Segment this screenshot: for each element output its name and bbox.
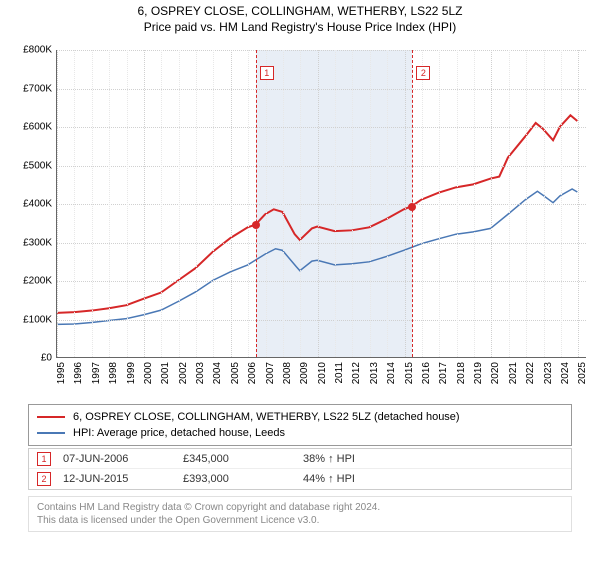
gridline [544,50,545,357]
gridline [92,50,93,357]
gridline [318,50,319,357]
gridline [57,50,586,51]
gridline [57,50,58,357]
gridline [439,50,440,357]
gridline [561,50,562,357]
y-axis-label: £400K [10,199,52,210]
legend-label: HPI: Average price, detached house, Leed… [73,427,285,439]
gridline [266,50,267,357]
gridline [509,50,510,357]
legend-swatch [37,432,65,434]
x-axis-label: 2025 [577,362,600,384]
y-axis-label: £500K [10,160,52,171]
y-axis-label: £700K [10,83,52,94]
cell-date: 07-JUN-2006 [63,453,183,465]
legend-label: 6, OSPREY CLOSE, COLLINGHAM, WETHERBY, L… [73,411,460,423]
gridline [57,243,586,244]
gridline [213,50,214,357]
gridline [231,50,232,357]
chart-title: 6, OSPREY CLOSE, COLLINGHAM, WETHERBY, L… [0,4,600,18]
table-row: 2 12-JUN-2015£393,00044% ↑ HPI [29,469,571,489]
gridline [57,127,586,128]
gridline [74,50,75,357]
y-axis-label: £0 [10,353,52,364]
legend-item: 6, OSPREY CLOSE, COLLINGHAM, WETHERBY, L… [37,409,563,425]
attribution-line: This data is licensed under the Open Gov… [37,514,563,527]
gridline [474,50,475,357]
legend: 6, OSPREY CLOSE, COLLINGHAM, WETHERBY, L… [28,404,572,446]
gridline [248,50,249,357]
cell-delta: 38% ↑ HPI [303,453,403,465]
legend-item: HPI: Average price, detached house, Leed… [37,425,563,441]
gridline [179,50,180,357]
table-row: 1 07-JUN-2006£345,00038% ↑ HPI [29,449,571,469]
chart-area: £0£100K£200K£300K£400K£500K£600K£700K£80… [10,50,590,398]
y-axis-label: £800K [10,45,52,56]
gridline [161,50,162,357]
gridline [127,50,128,357]
sale-marker-badge: 1 [260,66,274,80]
attribution-line: Contains HM Land Registry data © Crown c… [37,501,563,514]
sale-marker-badge: 2 [416,66,430,80]
y-axis-label: £100K [10,314,52,325]
gridline [370,50,371,357]
gridline [57,320,586,321]
gridline [144,50,145,357]
gridline [491,50,492,357]
gridline [300,50,301,357]
y-axis-label: £300K [10,237,52,248]
sale-badge: 2 [37,472,51,486]
plot-region: 12 [56,50,586,358]
gridline [57,281,586,282]
gridline [405,50,406,357]
gridline [526,50,527,357]
gridline [196,50,197,357]
gridline [335,50,336,357]
cell-delta: 44% ↑ HPI [303,473,403,485]
sale-point [408,203,416,211]
gridline [57,89,586,90]
gridline [387,50,388,357]
gridline [57,166,586,167]
gridline [109,50,110,357]
sale-badge: 1 [37,452,51,466]
sale-marker-line [256,50,257,357]
legend-swatch [37,416,65,418]
y-axis-label: £200K [10,276,52,287]
gridline [457,50,458,357]
sale-point [252,221,260,229]
cell-price: £393,000 [183,473,303,485]
sales-table: 1 07-JUN-2006£345,00038% ↑ HPI 2 12-JUN-201… [28,448,572,490]
attribution: Contains HM Land Registry data © Crown c… [28,496,572,532]
chart-subtitle: Price paid vs. HM Land Registry's House … [0,20,600,34]
gridline [352,50,353,357]
gridline [57,204,586,205]
cell-price: £345,000 [183,453,303,465]
gridline [422,50,423,357]
cell-date: 12-JUN-2015 [63,473,183,485]
gridline [578,50,579,357]
y-axis-label: £600K [10,122,52,133]
gridline [283,50,284,357]
